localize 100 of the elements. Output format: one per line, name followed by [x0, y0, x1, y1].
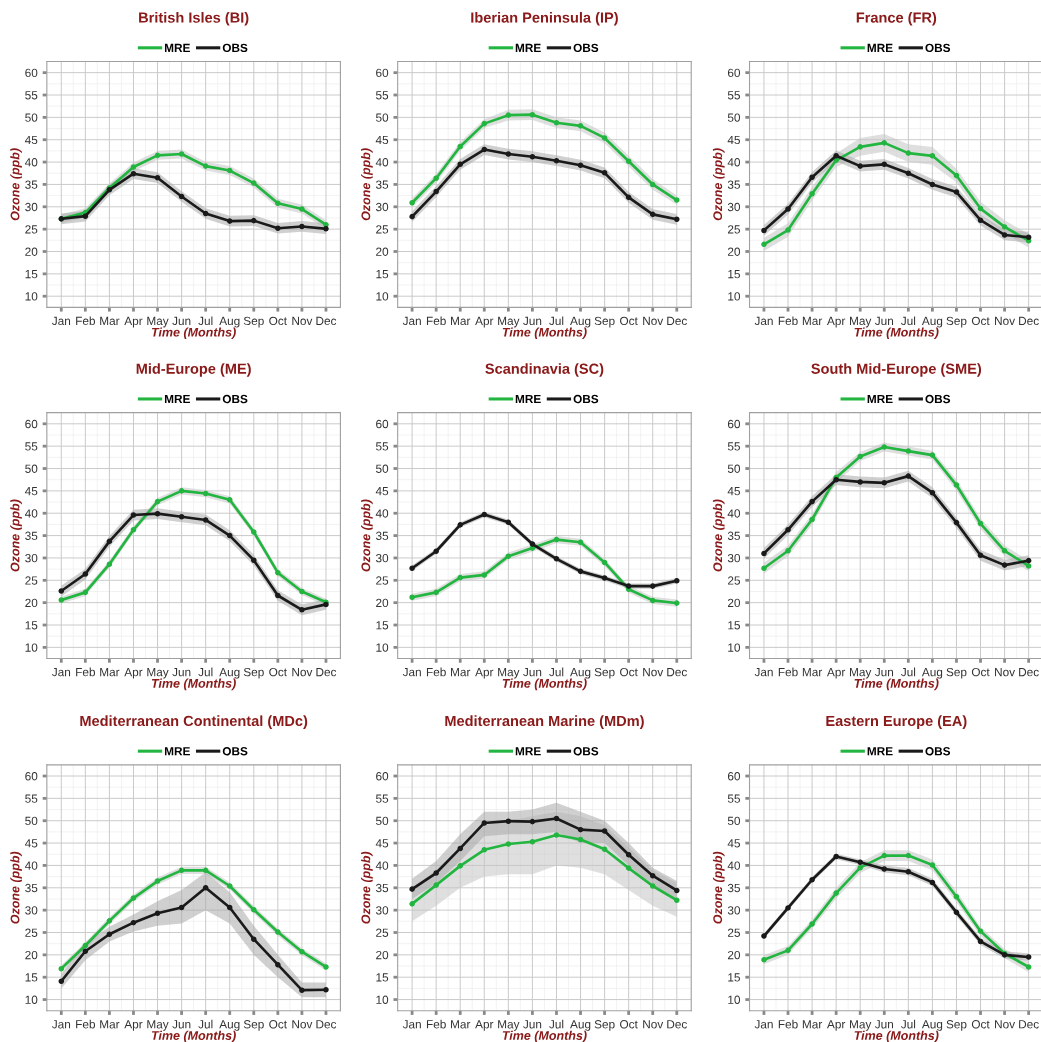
- y-tick-label: 20: [727, 247, 741, 256]
- x-tick-label: Nov: [643, 316, 664, 326]
- x-tick-label: Oct: [971, 667, 990, 677]
- y-tick-label: 60: [727, 419, 741, 429]
- chart-title: Iberian Peninsula (IP): [471, 12, 618, 26]
- y-tick-label: 60: [376, 68, 389, 78]
- x-tick-label: May: [498, 1020, 520, 1031]
- legend-label: MRE: [515, 394, 541, 404]
- x-tick-label: Jan: [402, 1020, 421, 1029]
- x-tick-label: Mar: [802, 316, 823, 326]
- x-tick-label: Jul: [900, 316, 916, 326]
- y-tick-label: 30: [375, 553, 389, 563]
- y-tick-label: 20: [25, 247, 38, 256]
- x-tick-label: Feb: [76, 667, 96, 677]
- y-tick-label: 30: [727, 906, 741, 915]
- y-tick-label: 10: [728, 643, 741, 652]
- x-axis-title: Time (Months): [854, 327, 939, 340]
- x-tick-label: May: [147, 1020, 169, 1031]
- x-tick-label: Nov: [292, 668, 313, 677]
- x-tick-label: Nov: [292, 316, 313, 326]
- y-axis-title: Ozone (ppb): [712, 499, 725, 572]
- y-tick-label: 25: [376, 928, 389, 937]
- y-tick-label: 40: [727, 861, 741, 870]
- y-tick-label: 45: [727, 487, 740, 496]
- x-tick-label: Apr: [826, 668, 846, 679]
- y-tick-label: 10: [728, 995, 741, 1004]
- y-tick-label: 35: [375, 531, 389, 540]
- x-tick-label: Aug: [921, 668, 943, 679]
- y-tick-label: 20: [25, 598, 38, 608]
- x-tick-label: Nov: [995, 668, 1016, 677]
- x-tick-label: Apr: [826, 316, 846, 328]
- y-tick-label: 25: [727, 225, 740, 234]
- chart-title: British Isles (BI): [139, 12, 249, 26]
- x-tick-label: Oct: [620, 316, 638, 326]
- y-tick-label: 45: [375, 839, 389, 848]
- x-tick-label: Jun: [172, 668, 191, 677]
- legend-label: MRE: [515, 43, 541, 52]
- x-tick-label: Jul: [198, 1019, 213, 1029]
- x-tick-label: Feb: [426, 1019, 446, 1029]
- x-tick-label: Apr: [475, 1020, 494, 1031]
- x-tick-label: Mar: [451, 316, 471, 326]
- x-tick-label: Aug: [921, 316, 943, 328]
- x-axis-title: Time (Months): [854, 678, 939, 691]
- y-tick-label: 50: [25, 113, 38, 122]
- y-tick-label: 25: [25, 576, 38, 585]
- y-tick-label: 60: [25, 68, 38, 78]
- x-tick-label: Sep: [946, 1020, 967, 1031]
- x-tick-label: Mar: [451, 668, 471, 677]
- x-tick-label: May: [850, 1020, 872, 1031]
- y-tick-label: 35: [727, 180, 740, 189]
- y-tick-label: 45: [727, 135, 740, 145]
- x-tick-label: May: [498, 316, 520, 328]
- x-tick-label: Jun: [523, 668, 542, 677]
- x-tick-label: Aug: [570, 668, 591, 679]
- x-tick-label: Oct: [971, 316, 990, 326]
- y-tick-label: 50: [727, 816, 741, 826]
- y-tick-label: 45: [24, 135, 38, 145]
- x-tick-label: Feb: [76, 316, 96, 326]
- legend-label: MRE: [164, 43, 190, 52]
- y-tick-label: 35: [25, 180, 38, 189]
- chart-title: Scandinavia (SC): [485, 363, 604, 377]
- y-tick-label: 25: [25, 225, 38, 234]
- x-tick-label: Apr: [475, 316, 494, 328]
- y-tick-label: 50: [375, 464, 389, 473]
- x-tick-label: Dec: [316, 668, 337, 677]
- y-tick-label: 30: [727, 202, 741, 212]
- x-tick-label: Jun: [172, 316, 191, 326]
- y-tick-label: 60: [727, 68, 741, 78]
- y-tick-label: 10: [728, 292, 741, 301]
- x-tick-label: Sep: [243, 667, 264, 679]
- x-tick-label: Feb: [76, 1019, 96, 1029]
- y-tick-label: 35: [25, 883, 38, 893]
- x-tick-label: Dec: [667, 1020, 687, 1029]
- x-tick-label: Feb: [426, 667, 446, 677]
- legend-label: MRE: [867, 43, 893, 52]
- x-tick-label: Feb: [778, 316, 798, 326]
- x-tick-label: Jul: [549, 667, 564, 677]
- x-axis-title: Time (Months): [502, 1030, 587, 1042]
- y-axis-title: Ozone (ppb): [361, 148, 373, 221]
- x-tick-label: Feb: [778, 1019, 798, 1029]
- x-tick-label: Sep: [594, 667, 615, 679]
- x-tick-label: Jul: [549, 1019, 564, 1029]
- y-tick-label: 30: [25, 553, 38, 563]
- x-axis-title: Time (Months): [854, 1030, 939, 1042]
- y-tick-label: 55: [25, 794, 38, 803]
- y-tick-label: 35: [25, 531, 38, 540]
- legend-label: OBS: [925, 394, 951, 404]
- y-axis-title: Ozone (ppb): [712, 148, 725, 221]
- x-tick-label: Oct: [620, 667, 638, 677]
- x-tick-label: Jun: [874, 668, 894, 677]
- x-axis-title: Time (Months): [502, 678, 587, 691]
- y-tick-label: 20: [25, 950, 38, 960]
- y-tick-label: 20: [727, 950, 741, 960]
- x-tick-label: Dec: [316, 1020, 337, 1029]
- y-tick-label: 15: [376, 621, 389, 630]
- x-tick-label: Apr: [826, 1020, 846, 1031]
- chart-title: Mediterranean Marine (MDm): [445, 715, 644, 729]
- y-axis-title: Ozone (ppb): [10, 851, 22, 924]
- y-tick-label: 55: [375, 91, 389, 100]
- x-tick-label: Aug: [219, 1020, 240, 1031]
